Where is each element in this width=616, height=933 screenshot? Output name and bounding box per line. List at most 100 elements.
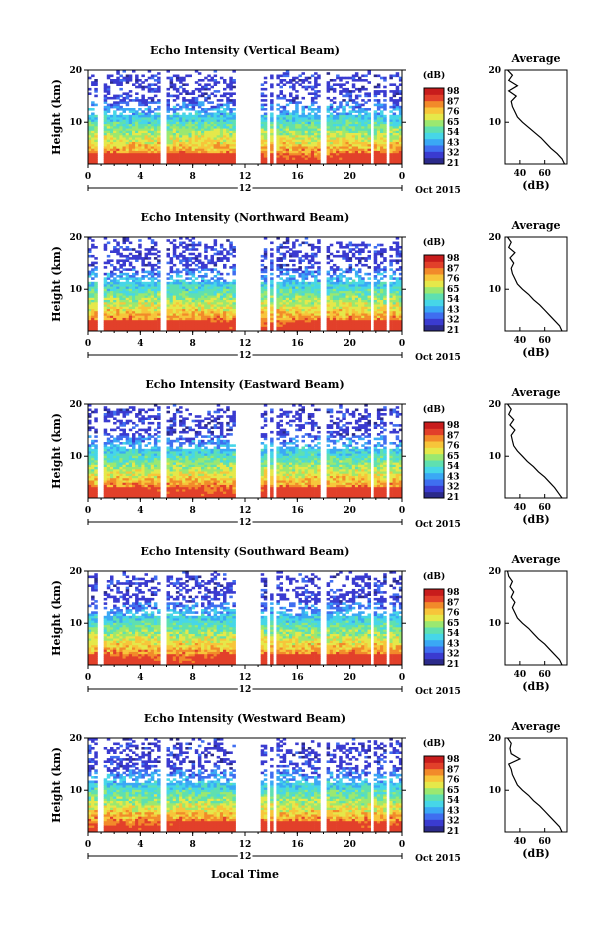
- heatmap-cell: [204, 122, 208, 125]
- heatmap-cell: [113, 324, 117, 327]
- heatmap-cell: [167, 122, 171, 125]
- heatmap-cell: [286, 75, 290, 78]
- heatmap-cell: [126, 282, 130, 285]
- heatmap-cell: [91, 239, 95, 242]
- heatmap-cell: [157, 106, 161, 109]
- heatmap-cell: [107, 277, 111, 280]
- heatmap-cell: [346, 139, 350, 142]
- heatmap-cell: [270, 151, 274, 154]
- heatmap-cell: [198, 122, 202, 125]
- heatmap-cell: [94, 306, 98, 309]
- heatmap-cell: [170, 242, 174, 245]
- heatmap-cell: [330, 115, 334, 118]
- heatmap-cell: [110, 311, 114, 314]
- heatmap-cell: [314, 246, 318, 249]
- heatmap-cell: [129, 253, 133, 256]
- heatmap-cell: [311, 86, 315, 89]
- heatmap-cell: [229, 108, 233, 111]
- heatmap-cell: [280, 133, 284, 136]
- heatmap-cell: [170, 139, 174, 142]
- heatmap-cell: [119, 99, 123, 102]
- heatmap-cell: [289, 293, 293, 296]
- heatmap-cell: [223, 151, 227, 154]
- heatmap-cell: [270, 92, 274, 95]
- heatmap-cell: [157, 259, 161, 262]
- heatmap-cell: [286, 293, 290, 296]
- heatmap-cell: [154, 75, 158, 78]
- heatmap-cell: [380, 133, 384, 136]
- heatmap-cell: [232, 157, 236, 160]
- heatmap-cell: [141, 126, 145, 129]
- heatmap-cell: [292, 139, 296, 142]
- heatmap-cell: [346, 157, 350, 160]
- heatmap-cell: [182, 104, 186, 107]
- heatmap-cell: [201, 275, 205, 278]
- heatmap-cell: [135, 250, 139, 253]
- heatmap-cell: [173, 318, 177, 321]
- heatmap-cell: [176, 318, 180, 321]
- heatmap-cell: [333, 79, 337, 82]
- heatmap-cell: [211, 311, 215, 314]
- heatmap-cell: [182, 122, 186, 125]
- heatmap-cell: [358, 282, 362, 285]
- heatmap-cell: [182, 157, 186, 160]
- heatmap-cell: [176, 104, 180, 107]
- heatmap-cell: [170, 151, 174, 154]
- heatmap-cell: [126, 300, 130, 303]
- heatmap-cell: [116, 275, 120, 278]
- heatmap-cell: [333, 271, 337, 274]
- heatmap-cell: [141, 157, 145, 160]
- heatmap-cell: [311, 293, 315, 296]
- heatmap-cell: [286, 271, 290, 274]
- heatmap-cell: [314, 306, 318, 309]
- heatmap-cell: [154, 95, 158, 98]
- heatmap-cell: [198, 324, 202, 327]
- heatmap-cell: [295, 311, 299, 314]
- heatmap-cell: [192, 280, 196, 283]
- heatmap-cell: [167, 104, 171, 107]
- heatmap-cell: [393, 104, 397, 107]
- heatmap-cell: [145, 122, 149, 125]
- heatmap-cell: [229, 306, 233, 309]
- heatmap-cell: [91, 293, 95, 296]
- heatmap-cell: [229, 266, 233, 269]
- heatmap-cell: [305, 277, 309, 280]
- heatmap-cell: [123, 300, 127, 303]
- heatmap-cell: [232, 108, 236, 111]
- heatmap-cell: [170, 144, 174, 147]
- heatmap-cell: [389, 139, 393, 142]
- heatmap-cell: [198, 133, 202, 136]
- heatmap-cell: [336, 275, 340, 278]
- heatmap-cell: [374, 99, 378, 102]
- heatmap-cell: [151, 311, 155, 314]
- heatmap-cell: [170, 266, 174, 269]
- heatmap-cell: [154, 133, 158, 136]
- heatmap-cell: [145, 79, 149, 82]
- heatmap-cell: [364, 133, 368, 136]
- heatmap-cell: [173, 157, 177, 160]
- heatmap-cell: [192, 253, 196, 256]
- heatmap-cell: [352, 79, 356, 82]
- heatmap-cell: [342, 253, 346, 256]
- heatmap-cell: [280, 90, 284, 93]
- heatmap-cell: [295, 324, 299, 327]
- heatmap-cell: [305, 144, 309, 147]
- heatmap-cell: [220, 282, 224, 285]
- heatmap-cell: [94, 151, 98, 154]
- heatmap-cell: [176, 144, 180, 147]
- heatmap-cell: [389, 83, 393, 86]
- heatmap-cell: [173, 293, 177, 296]
- heatmap-cell: [380, 126, 384, 129]
- heatmap-cell: [189, 239, 193, 242]
- heatmap-cell: [377, 104, 381, 107]
- heatmap-cell: [305, 242, 309, 245]
- heatmap-cell: [179, 133, 183, 136]
- heatmap-cell: [330, 253, 334, 256]
- heatmap-cell: [185, 289, 189, 292]
- x-tick-label: 0: [85, 172, 91, 182]
- heatmap-cell: [226, 257, 230, 260]
- heatmap-cell: [289, 144, 293, 147]
- heatmap-cell: [151, 293, 155, 296]
- heatmap-cell: [185, 277, 189, 280]
- colorbar-swatch: [424, 145, 444, 152]
